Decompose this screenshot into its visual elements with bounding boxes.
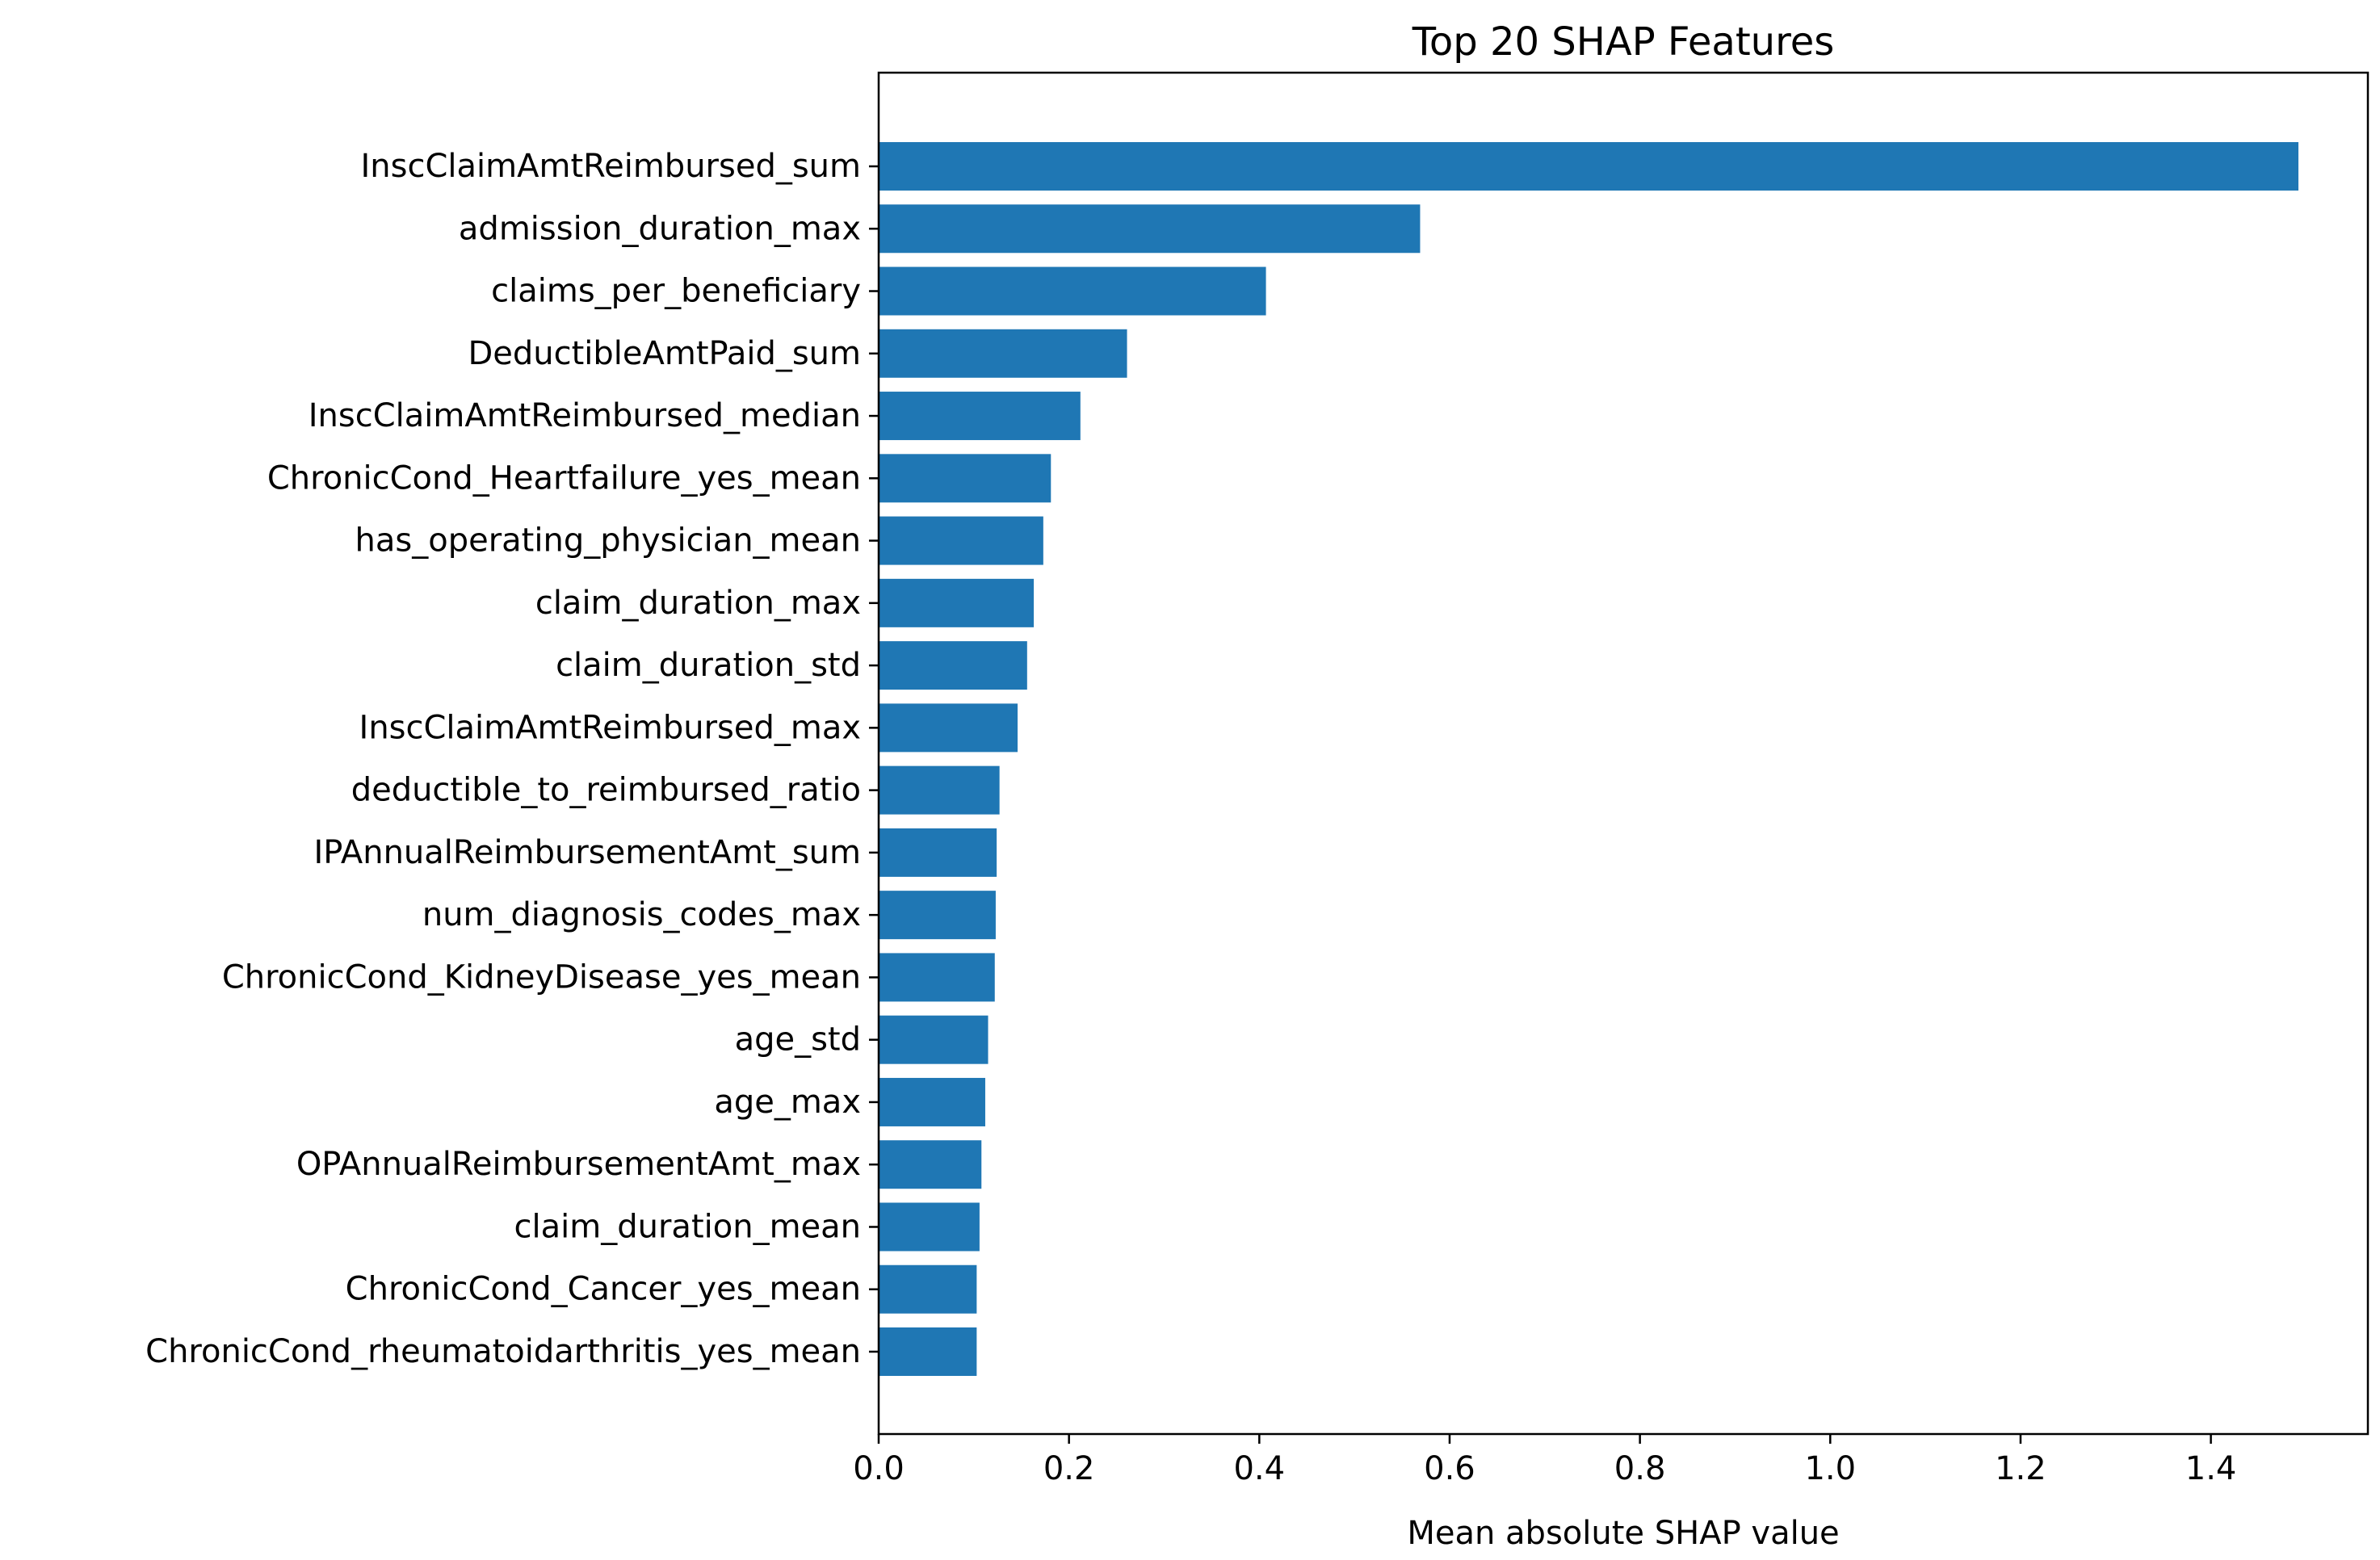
y-tick-label: num_diagnosis_codes_max xyxy=(422,896,861,933)
bar xyxy=(879,1327,977,1376)
x-tick-label: 0.4 xyxy=(1233,1450,1285,1487)
y-tick-label: deductible_to_reimbursed_ratio xyxy=(351,772,861,809)
bar xyxy=(879,1015,989,1064)
bar xyxy=(879,266,1266,316)
x-tick-label: 0.0 xyxy=(853,1450,905,1487)
bar xyxy=(879,1077,985,1126)
x-tick-label: 0.8 xyxy=(1614,1450,1666,1487)
bar xyxy=(879,1140,982,1189)
bars-group xyxy=(879,142,2298,1376)
bar xyxy=(879,1202,980,1252)
y-tick-label: claim_duration_std xyxy=(556,647,861,684)
y-tick-label: OPAnnualReimbursementAmt_max xyxy=(296,1146,861,1183)
y-tick-label: InscClaimAmtReimbursed_sum xyxy=(361,148,862,185)
y-tick-label: ChronicCond_Heartfailure_yes_mean xyxy=(267,459,861,497)
y-tick-label: age_std xyxy=(735,1021,861,1059)
plot-frame xyxy=(877,71,2370,1436)
bar xyxy=(879,516,1043,565)
bar xyxy=(879,828,997,877)
y-tick-labels: InscClaimAmtReimbursed_sum admission_dura… xyxy=(145,148,879,1370)
y-tick-label: IPAnnualReimbursementAmt_sum xyxy=(314,834,862,871)
x-tick-label: 1.0 xyxy=(1804,1450,1856,1487)
bar xyxy=(879,392,1081,441)
x-tick-label: 1.2 xyxy=(1995,1450,2046,1487)
bar xyxy=(879,765,1000,815)
bar xyxy=(879,454,1051,503)
x-tick-label: 0.2 xyxy=(1043,1450,1095,1487)
bar xyxy=(879,703,1018,753)
x-axis-label: Mean absolute SHAP value xyxy=(1407,1515,1839,1552)
y-tick-label: claim_duration_mean xyxy=(514,1208,861,1245)
y-tick-label: ChronicCond_rheumatoidarthritis_yes_mean xyxy=(145,1333,861,1370)
y-tick-label: DeductibleAmtPaid_sum xyxy=(468,335,861,372)
bar xyxy=(879,204,1421,254)
x-tick-label: 1.4 xyxy=(2185,1450,2237,1487)
y-tick-label: admission_duration_max xyxy=(459,210,861,247)
bar xyxy=(879,953,995,1002)
bar xyxy=(879,329,1127,378)
y-tick-label: InscClaimAmtReimbursed_max xyxy=(359,709,861,746)
y-tick-label: claims_per_beneficiary xyxy=(491,273,861,310)
bar xyxy=(879,578,1035,627)
y-tick-label: has_operating_physician_mean xyxy=(355,522,861,560)
bar xyxy=(879,641,1027,690)
y-tick-label: ChronicCond_Cancer_yes_mean xyxy=(346,1271,861,1308)
bar xyxy=(879,891,996,940)
x-tick-label: 0.6 xyxy=(1424,1450,1475,1487)
bar xyxy=(879,1264,977,1314)
y-tick-label: ChronicCond_KidneyDisease_yes_mean xyxy=(222,958,861,996)
y-tick-label: claim_duration_max xyxy=(535,585,861,622)
chart-title: Top 20 SHAP Features xyxy=(1412,19,1835,65)
bar xyxy=(879,142,2298,191)
y-tick-label: InscClaimAmtReimbursed_median xyxy=(309,397,861,434)
y-tick-label: age_max xyxy=(714,1084,861,1121)
x-ticks: 0.0 0.2 0.4 0.6 0.8 1.0 1.2 1.4 xyxy=(853,1434,2236,1487)
